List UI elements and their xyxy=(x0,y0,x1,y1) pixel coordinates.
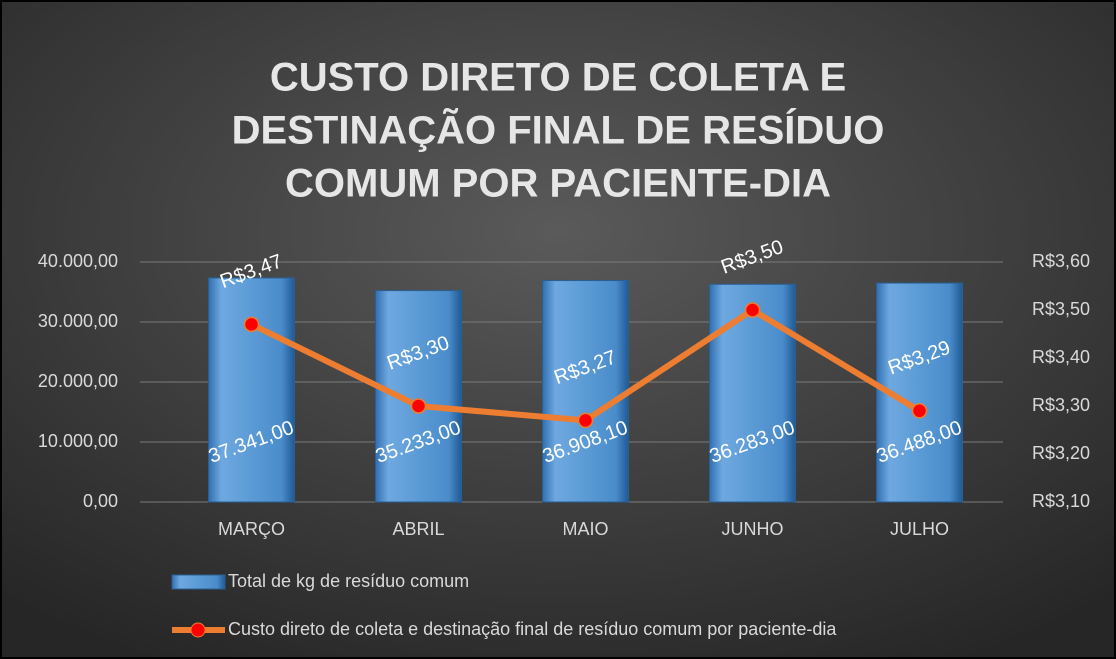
y2-tick-label: R$3,10 xyxy=(1032,491,1090,511)
legend-marker xyxy=(190,622,206,638)
x-tick-label: MAIO xyxy=(562,519,608,539)
y-tick-label: 0,00 xyxy=(83,491,118,511)
bar xyxy=(208,277,295,503)
marker xyxy=(744,302,761,318)
marker xyxy=(410,398,427,414)
bar xyxy=(876,282,963,503)
chart-title: COMUM POR PACIENTE-DIA xyxy=(285,162,831,206)
y2-tick-label: R$3,20 xyxy=(1032,443,1090,463)
y2-tick-label: R$3,30 xyxy=(1032,395,1090,415)
x-tick-label: JUNHO xyxy=(722,519,784,539)
marker xyxy=(577,412,594,429)
legend-label: Total de kg de resíduo comum xyxy=(228,571,469,591)
bar xyxy=(375,290,462,503)
marker xyxy=(911,403,928,419)
y2-tick-label: R$3,60 xyxy=(1032,251,1090,271)
y2-tick-label: R$3,40 xyxy=(1032,347,1090,367)
x-tick-label: MARÇO xyxy=(218,519,285,539)
y-tick-label: 10.000,00 xyxy=(38,431,118,451)
marker xyxy=(243,316,260,333)
y2-tick-label: R$3,50 xyxy=(1032,299,1090,319)
bar xyxy=(542,280,629,503)
y-tick-label: 20.000,00 xyxy=(38,371,118,391)
bar xyxy=(709,283,796,503)
y-tick-label: 30.000,00 xyxy=(38,311,118,331)
x-tick-label: JULHO xyxy=(890,519,949,539)
x-tick-label: ABRIL xyxy=(392,519,444,539)
chart-title: CUSTO DIRETO DE COLETA E xyxy=(270,56,846,100)
chart-title: DESTINAÇÃO FINAL DE RESÍDUO xyxy=(232,107,885,153)
legend-label: Custo direto de coleta e destinação fina… xyxy=(228,619,837,639)
legend-swatch xyxy=(171,574,226,590)
y-tick-label: 40.000,00 xyxy=(38,251,118,271)
